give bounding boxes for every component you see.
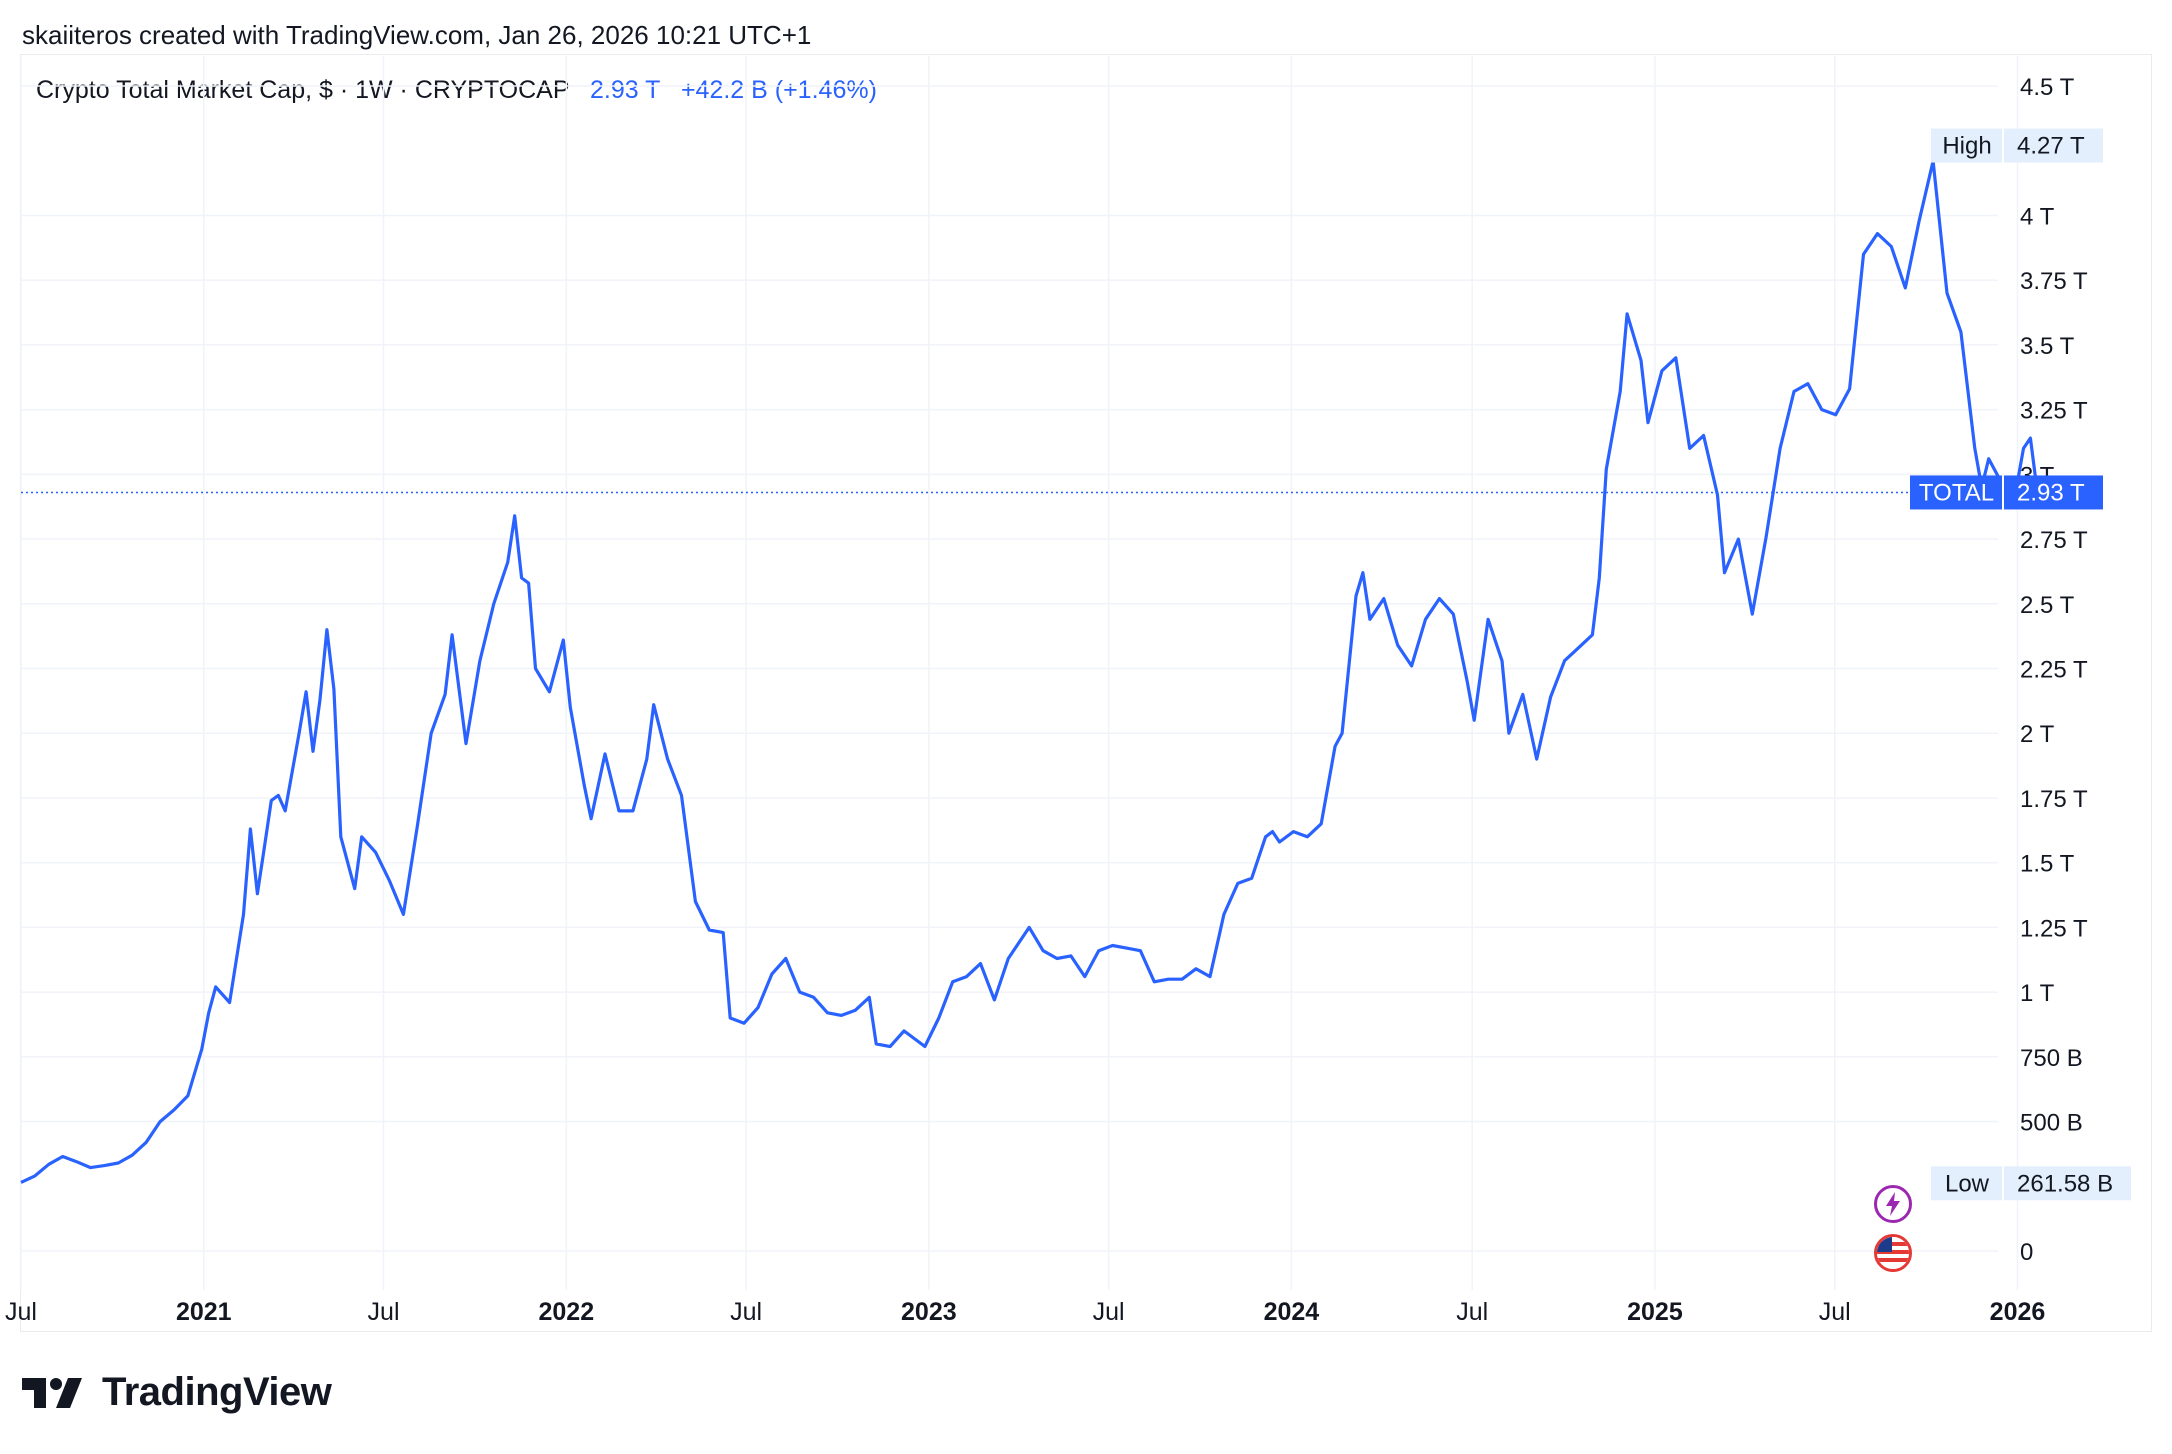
low-badge-value: 261.58 B (2017, 1170, 2113, 1197)
high-badge-value: 4.27 T (2017, 133, 2085, 160)
y-tick-label: 500 B (2020, 1110, 2083, 1137)
x-tick-label: Jul (1819, 1298, 1851, 1326)
lightning-icon[interactable] (1874, 1185, 1912, 1223)
time-axis: Jul 2021 Jul 2022 Jul 2023 Jul 2024 Jul 2025 Jul 20… (5, 1298, 2045, 1326)
us-flag-icon[interactable] (1874, 1234, 1912, 1272)
x-tick-label: 2024 (1264, 1298, 1320, 1326)
x-tick-label: Jul (5, 1298, 37, 1326)
last-badge-value: 2.93 T (2017, 479, 2085, 506)
x-tick-label: 2021 (176, 1298, 232, 1326)
low-badge-value-bg (2003, 1166, 2131, 1201)
chart-credit: skaiiteros created with TradingView.com,… (22, 20, 812, 50)
value-markers: High 4.27 T Low 261.58 B TOTAL 2.93 T (1910, 128, 2131, 1201)
y-tick-label: 4.5 T (2020, 74, 2075, 101)
x-tick-label: Jul (368, 1298, 400, 1326)
last-badge-label: TOTAL (1919, 479, 1994, 506)
high-badge-value-bg (2003, 128, 2103, 163)
y-tick-label: 2.75 T (2020, 527, 2088, 554)
y-tick-label: 3.75 T (2020, 268, 2088, 295)
last-badge-label-bg (1910, 475, 2003, 510)
x-tick-label: 2022 (538, 1298, 594, 1326)
x-tick-label: Jul (1456, 1298, 1488, 1326)
high-badge-label: High (1942, 133, 1991, 160)
brand-text: TradingView (102, 1370, 332, 1414)
low-badge-label-bg (1931, 1166, 2003, 1201)
y-tick-label: 2 T (2020, 721, 2055, 748)
y-tick-label: 1.75 T (2020, 786, 2088, 813)
y-tick-label: 1.5 T (2020, 851, 2075, 878)
x-tick-label: Jul (1093, 1298, 1125, 1326)
x-tick-label: Jul (730, 1298, 762, 1326)
y-tick-label: 2.5 T (2020, 592, 2075, 619)
high-badge-label-bg (1931, 128, 2003, 163)
low-badge[interactable]: Low 261.58 B (1931, 1166, 2131, 1201)
high-badge[interactable]: High 4.27 T (1931, 128, 2103, 163)
tv-logo-icon (22, 1377, 82, 1408)
x-tick-label: 2026 (1990, 1298, 2046, 1326)
grid-lines (20, 56, 2019, 1290)
legend-symbol[interactable]: Crypto Total Market Cap, $ · 1W · CRYPTO… (36, 76, 570, 104)
y-tick-label: 1 T (2020, 980, 2055, 1007)
y-tick-label: 750 B (2020, 1045, 2083, 1072)
low-badge-label: Low (1945, 1170, 1990, 1197)
chart-legend: Crypto Total Market Cap, $ · 1W · CRYPTO… (36, 76, 877, 105)
legend-value: 2.93 T (590, 76, 660, 104)
y-tick-label: 3.5 T (2020, 333, 2075, 360)
last-badge[interactable]: TOTAL 2.93 T (1910, 475, 2103, 510)
series-line (20, 159, 2043, 1184)
tradingview-logo[interactable]: TradingView (22, 1370, 332, 1415)
y-tick-label: 2.25 T (2020, 657, 2088, 684)
last-badge-value-bg (2003, 475, 2103, 510)
y-tick-label: 0 (2020, 1239, 2033, 1266)
y-tick-label: 1.25 T (2020, 915, 2088, 942)
price-axis: 0 500 B 750 B 1 T 1.25 T 1.5 T 1.75 T 2 T 2.25 T… (2020, 74, 2088, 1266)
y-tick-label: 3.25 T (2020, 398, 2088, 425)
x-tick-label: 2025 (1627, 1298, 1683, 1326)
x-tick-label: 2023 (901, 1298, 957, 1326)
y-tick-label: 4 T (2020, 203, 2055, 230)
legend-change: +42.2 B (+1.46%) (680, 76, 877, 104)
series-layer (20, 159, 2047, 1184)
